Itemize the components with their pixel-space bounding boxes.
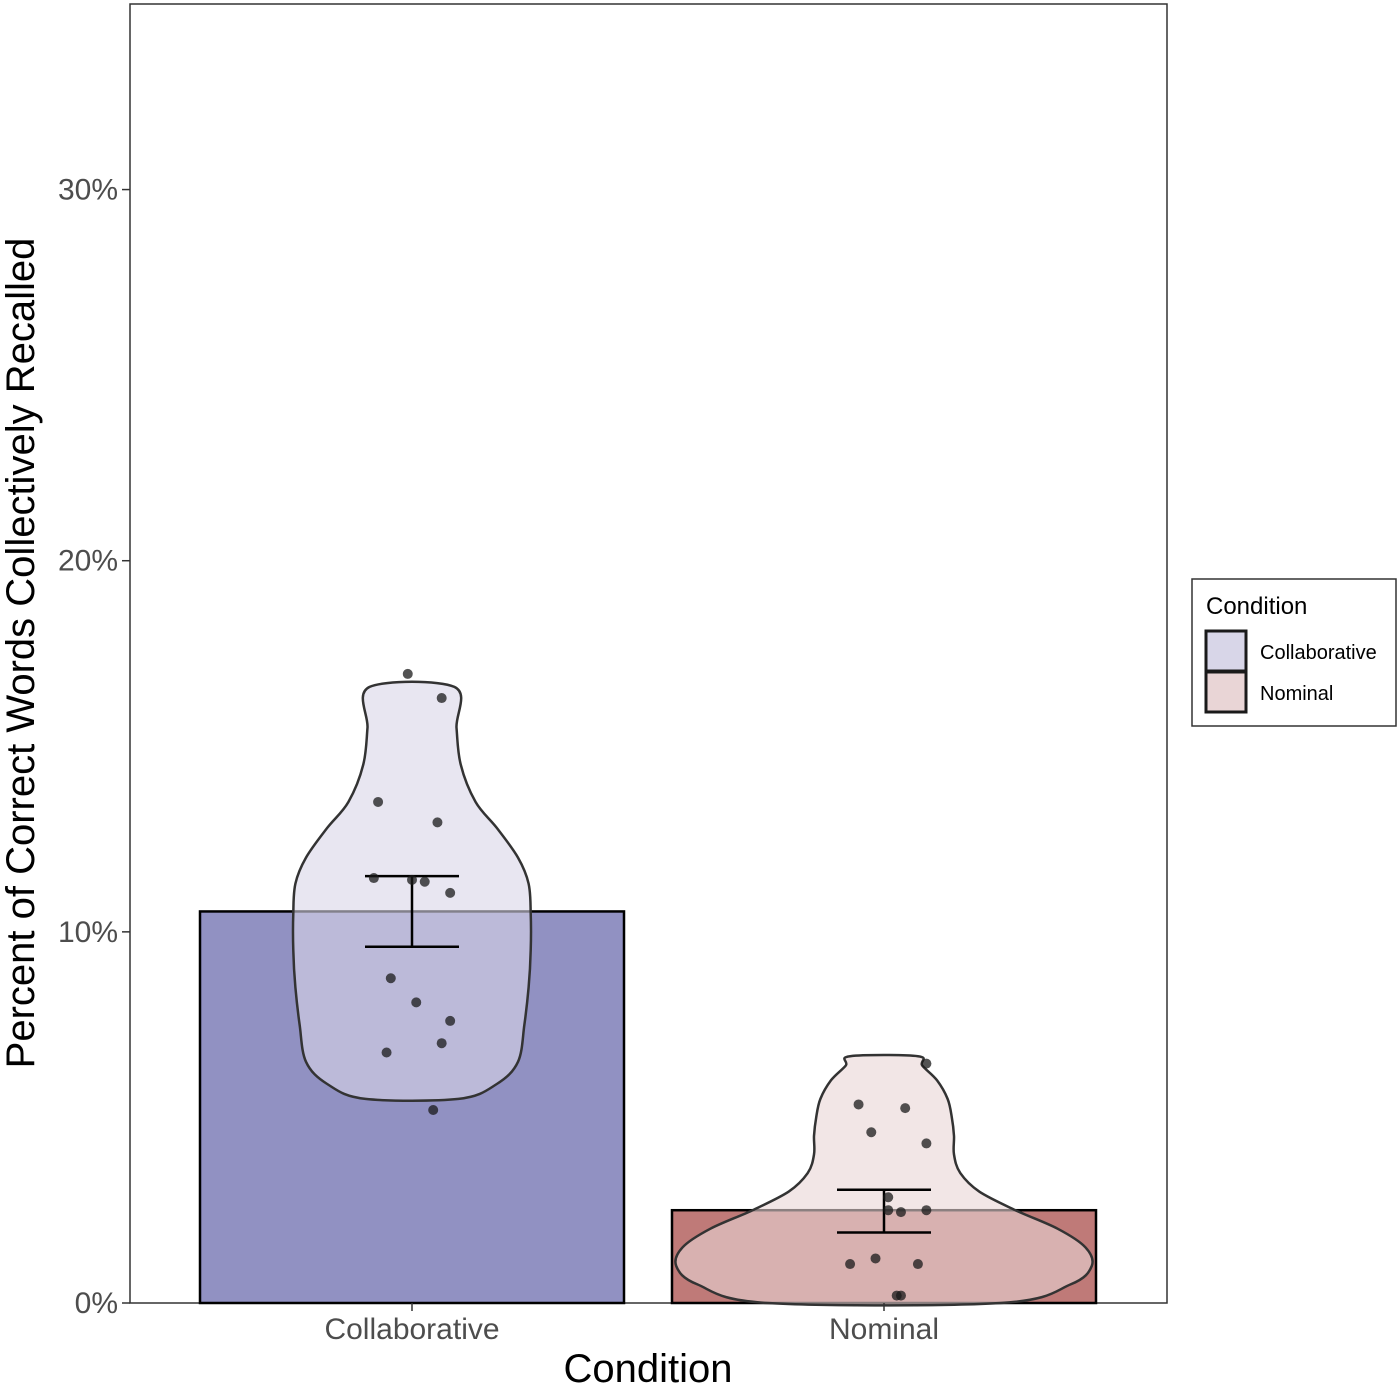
y-tick-label: 0%	[75, 1287, 118, 1320]
legend: Condition Collaborative Nominal	[1191, 578, 1397, 727]
legend-title: Condition	[1206, 593, 1307, 620]
data-point-nominal	[921, 1205, 932, 1216]
data-point-collaborative	[381, 1047, 392, 1058]
x-axis-title: Condition	[563, 1347, 732, 1387]
data-point-nominal	[866, 1127, 877, 1138]
y-tick-label: 10%	[58, 916, 118, 949]
legend-label-nominal: Nominal	[1260, 683, 1333, 705]
y-tick-label: 20%	[58, 545, 118, 578]
legend-key-nominal	[1204, 670, 1248, 714]
x-tick-label: Nominal	[829, 1313, 939, 1346]
data-point-collaborative	[373, 796, 384, 807]
data-point-nominal	[921, 1138, 932, 1149]
data-point-collaborative	[411, 997, 422, 1008]
y-tick-label: 30%	[58, 174, 118, 207]
x-tick-label: Collaborative	[324, 1313, 499, 1346]
data-point-nominal	[900, 1103, 911, 1114]
legend-label-collaborative: Collaborative	[1260, 642, 1377, 664]
errorbars-layer	[365, 874, 931, 1234]
data-point-nominal	[853, 1099, 864, 1110]
data-point-nominal	[883, 1205, 894, 1216]
data-point-collaborative	[419, 876, 430, 887]
data-point-collaborative	[445, 887, 456, 898]
x-axis: Collaborative Nominal	[324, 1303, 939, 1346]
y-axis-title: Percent of Correct Words Collectively Re…	[0, 238, 43, 1069]
data-point-nominal	[895, 1290, 906, 1301]
data-point-collaborative	[407, 874, 417, 885]
y-axis: 0% 10% 20% 30%	[58, 174, 130, 1320]
data-point-collaborative	[385, 973, 396, 984]
data-point-nominal	[870, 1253, 881, 1264]
data-point-collaborative	[436, 1038, 447, 1049]
data-point-collaborative	[436, 693, 447, 704]
data-point-nominal	[845, 1259, 856, 1270]
data-point-nominal	[912, 1259, 923, 1270]
data-point-nominal	[921, 1058, 932, 1069]
data-point-collaborative	[368, 873, 379, 884]
data-point-nominal	[883, 1192, 894, 1203]
data-point-collaborative	[445, 1015, 456, 1026]
points-layer	[368, 668, 932, 1301]
legend-key-collaborative	[1204, 629, 1248, 673]
violin-nominal	[674, 1053, 1094, 1307]
data-point-nominal	[895, 1207, 906, 1218]
data-point-collaborative	[432, 817, 443, 828]
data-point-collaborative	[402, 668, 413, 679]
data-point-collaborative	[428, 1105, 439, 1116]
plot-panel-border	[129, 3, 1168, 1304]
